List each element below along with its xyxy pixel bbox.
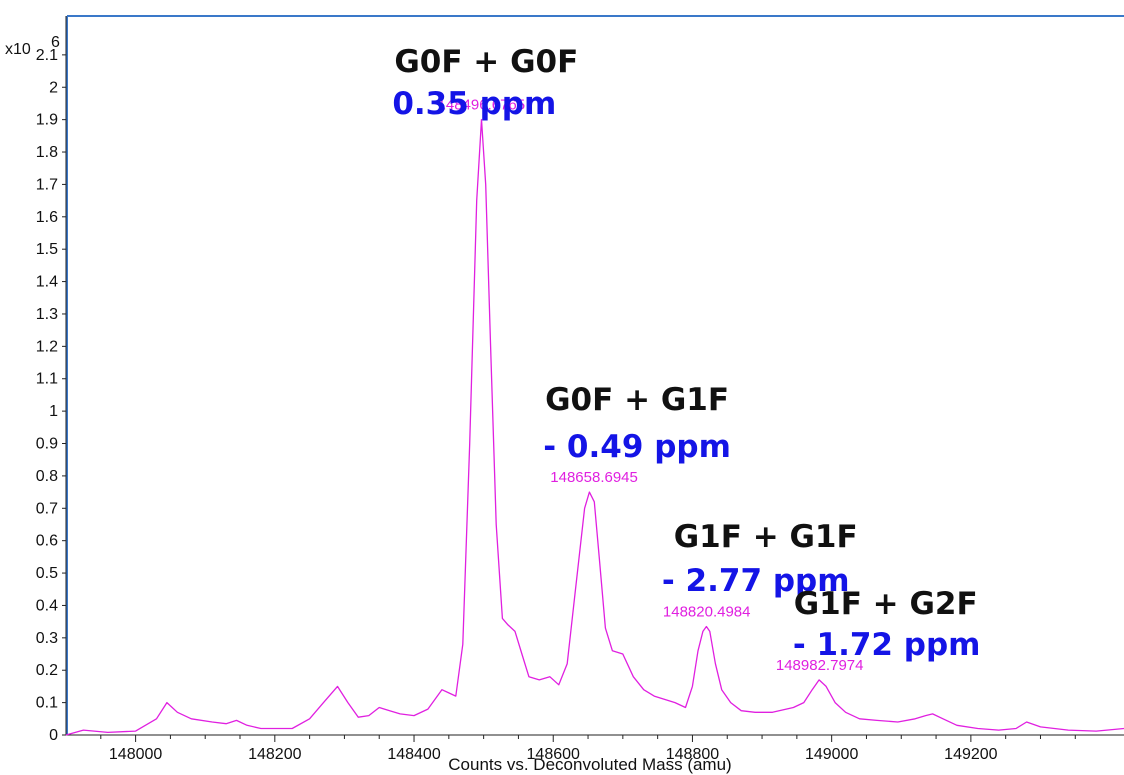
x-tick-label: 148000	[109, 746, 162, 763]
y-tick-label: 1	[49, 403, 58, 420]
y-tick-label: 1.2	[36, 338, 58, 355]
plot-frame	[66, 15, 1124, 735]
peak-mass-label: 148820.4984	[663, 604, 751, 621]
y-exponent-label: 6	[51, 34, 60, 51]
x-tick-label: 148400	[387, 746, 440, 763]
y-tick-label: 0.6	[36, 533, 58, 550]
mass-error-ppm-label: - 2.77 ppm	[662, 563, 850, 599]
y-tick-label: 1.1	[36, 371, 58, 388]
y-tick-label: 0.3	[36, 630, 58, 647]
y-tick-label: 0	[49, 727, 58, 744]
glycoform-name-label: G1F + G1F	[674, 519, 858, 555]
y-axis: x10 6 0 0.1 0.2 0.3 0.4 0.5 0.6 0.7 0.8 0.9 1 1.1 1.…	[5, 16, 67, 744]
y-tick-label: 1.8	[36, 144, 58, 161]
y-tick-label: 1.3	[36, 306, 58, 323]
x-tick-label: 149200	[944, 746, 997, 763]
y-tick-label: 1.6	[36, 209, 58, 226]
x-tick-label: 148800	[666, 746, 719, 763]
y-tick-label: 1.9	[36, 112, 58, 129]
peak-mass-label: 148496.6765	[438, 97, 526, 114]
glycoform-name-label: G1F + G2F	[794, 586, 978, 622]
y-tick-label: 0.7	[36, 500, 58, 517]
y-tick-label: 1.5	[36, 241, 58, 258]
mass-error-ppm-label: 0.35 ppm	[392, 86, 556, 122]
y-tick-label: 1.7	[36, 176, 58, 193]
x-tick-label: 148200	[248, 746, 301, 763]
y-tick-label: 0.9	[36, 436, 58, 453]
y-tick-label: 0.5	[36, 565, 58, 582]
annotation-layer: G0F + G0F 0.35 ppm G0F + G1F - 0.49 ppm G1F …	[392, 44, 980, 663]
x-tick-label: 149000	[805, 746, 858, 763]
glycoform-name-label: G0F + G0F	[394, 44, 578, 80]
series-layer	[65, 118, 1124, 736]
glycoform-name-label: G0F + G1F	[545, 382, 729, 418]
peak-mass-label: 148658.6945	[550, 469, 638, 486]
peak-label-layer: 148496.6765 148658.6945 148820.4984 148982.…	[438, 97, 864, 674]
mass-error-ppm-label: - 0.49 ppm	[543, 429, 731, 465]
y-tick-label: 2.1	[36, 47, 58, 64]
mass-error-ppm-label: - 1.72 ppm	[793, 627, 981, 663]
x-axis: Counts vs. Deconvoluted Mass (amu) 14800…	[66, 734, 1124, 774]
x-axis-title: Counts vs. Deconvoluted Mass (amu)	[448, 755, 731, 774]
y-multiplier-label: x10	[5, 41, 31, 58]
y-tick-label: 2	[49, 79, 58, 96]
x-tick-label: 148600	[527, 746, 580, 763]
peak-mass-label: 148982.7974	[776, 657, 864, 674]
spectrum-trace-line	[65, 118, 1124, 736]
y-tick-label: 0.2	[36, 662, 58, 679]
y-tick-label: 0.8	[36, 468, 58, 485]
y-tick-label: 0.4	[36, 597, 58, 614]
y-tick-label: 1.4	[36, 274, 58, 291]
y-tick-label: 0.1	[36, 695, 58, 712]
